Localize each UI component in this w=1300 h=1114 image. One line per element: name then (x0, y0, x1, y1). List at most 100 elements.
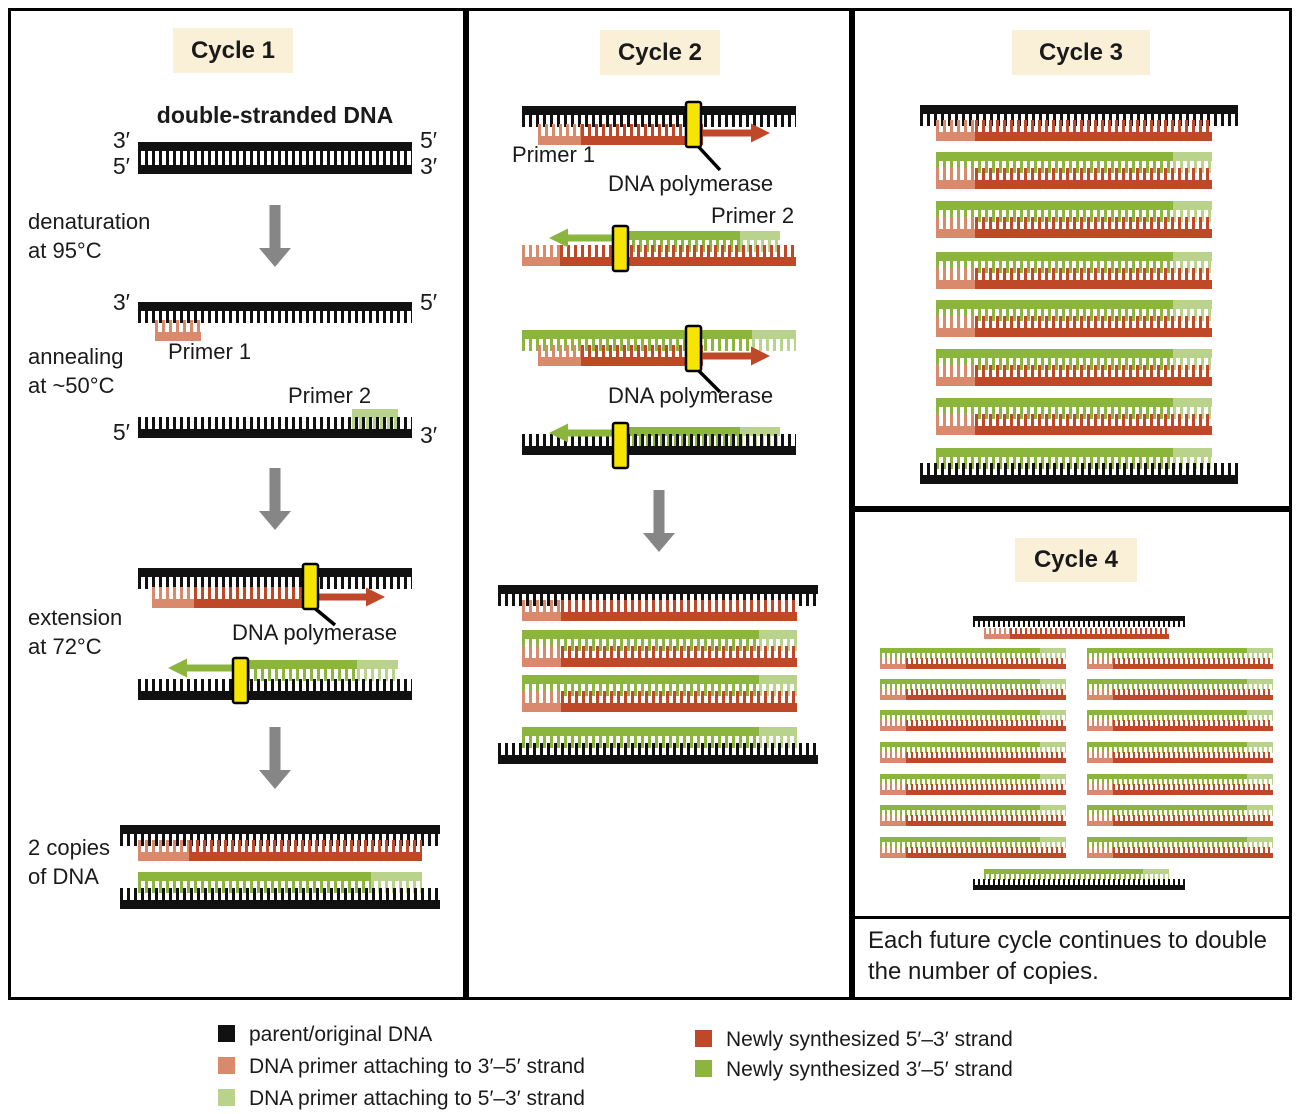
dna-strand (1087, 784, 1273, 795)
dna-strand (1087, 720, 1273, 731)
dna-strand (880, 805, 1066, 816)
dna-strand (522, 434, 796, 455)
denaturation-label-line2: at 95°C (28, 238, 102, 263)
two-copies-label-line2: of DNA (28, 864, 99, 889)
legend-label-new-53: Newly synthesized 5′–3′ strand (726, 1028, 1013, 1051)
legend-item-primer-35: DNA primer attaching to 3′–5′ strand (218, 1055, 585, 1078)
legend-label-parent-dna: parent/original DNA (249, 1023, 433, 1046)
dna-polymerase-label-cycle2-top: DNA polymerase (608, 171, 774, 196)
legend-swatch-parent-dna (218, 1025, 235, 1042)
legend-swatch-primer-35 (218, 1057, 235, 1074)
dna-strand (240, 660, 398, 681)
primer1-label: Primer 1 (168, 339, 252, 364)
cycle3-title: Cycle 3 (1012, 30, 1150, 75)
dna-strand (984, 869, 1169, 880)
dna-strand (1087, 815, 1273, 826)
prime-label-3-top-left: 3′ (112, 127, 130, 153)
dna-strand (538, 124, 703, 145)
dna-strand (155, 320, 201, 341)
extension-label-line1: extension (28, 605, 123, 630)
dna-strand (936, 316, 1212, 337)
dna-strand (880, 784, 1066, 795)
dna-strand (138, 840, 422, 861)
legend-swatch-new-53 (695, 1030, 712, 1047)
two-copies-label-line1: 2 copies (28, 835, 110, 860)
dna-polymerase-label-cycle2-bottom: DNA polymerase (608, 383, 774, 408)
dna-strand (880, 679, 1066, 690)
dna-strand (1087, 689, 1273, 700)
dna-strand (138, 568, 412, 589)
cycle2-panel (466, 8, 852, 1000)
legend-label-primer-53: DNA primer attaching to 5′–3′ strand (249, 1087, 585, 1110)
dna-strand (1087, 679, 1273, 690)
cycle4-title: Cycle 4 (1015, 538, 1137, 582)
dna-strand (973, 616, 1185, 627)
dna-strand (880, 752, 1066, 763)
dna-strand (522, 691, 797, 712)
annealing-label-line2: at ~50°C (28, 373, 115, 398)
dna-strand (880, 648, 1066, 659)
dna-polymerase-label-cycle1: DNA polymerase (232, 620, 398, 645)
dna-strand (138, 679, 412, 700)
dna-strand (1087, 742, 1273, 753)
dna-strand (880, 720, 1066, 731)
dna-strand (138, 417, 412, 438)
dna-strand (936, 414, 1212, 435)
dna-strand (538, 345, 703, 366)
primer1-label-cycle2: Primer 1 (512, 142, 596, 167)
cycle3-panel (852, 8, 1292, 509)
prime-label-5-bottom-left: 5′ (112, 153, 130, 179)
dna-strand (920, 463, 1238, 484)
dna-strand (522, 600, 797, 621)
dna-strand (936, 268, 1212, 289)
caption-line1: Each future cycle continues to double (868, 927, 1267, 954)
legend-item-new-35: Newly synthesized 3′–5′ strand (695, 1058, 1013, 1081)
legend-swatch-new-35 (695, 1060, 712, 1077)
legend-label-new-35: Newly synthesized 3′–5′ strand (726, 1058, 1013, 1081)
dna-strand (880, 847, 1066, 858)
dna-strand (152, 587, 314, 608)
cycle2-title: Cycle 2 (600, 30, 720, 75)
dna-strand (522, 245, 796, 266)
dna-strand (936, 365, 1212, 386)
primer2-label: Primer 2 (288, 383, 372, 408)
prime-label-3-strand2-right: 3′ (420, 422, 438, 448)
prime-label-5-strand2-left: 5′ (112, 419, 130, 445)
dna-strand (1087, 774, 1273, 785)
dna-strand (984, 628, 1169, 639)
dna-strand (498, 743, 818, 764)
caption-line2: the number of copies. (868, 958, 1099, 985)
dna-strand (1087, 710, 1273, 721)
dna-strand (1087, 752, 1273, 763)
dna-strand (1087, 658, 1273, 669)
dna-strand (880, 689, 1066, 700)
dna-strand (522, 646, 797, 667)
dna-strand (138, 302, 412, 323)
dna-strand (936, 168, 1212, 189)
legend-item-new-53: Newly synthesized 5′–3′ strand (695, 1028, 1013, 1051)
dna-strand (973, 879, 1185, 890)
dna-strand (880, 658, 1066, 669)
extension-label-line2: at 72°C (28, 634, 102, 659)
dna-strand (936, 120, 1212, 141)
legend-item-parent-dna: parent/original DNA (218, 1023, 432, 1046)
annealing-label-line1: annealing (28, 344, 124, 369)
dna-strand (880, 815, 1066, 826)
dna-strand (120, 888, 440, 909)
dna-strand (880, 774, 1066, 785)
legend-swatch-primer-53 (218, 1089, 235, 1106)
denaturation-label-line1: denaturation (28, 209, 151, 234)
dna-strand (936, 217, 1212, 238)
prime-label-5-top-right: 5′ (420, 127, 438, 153)
cycle4-panel (852, 509, 1292, 1000)
legend-item-primer-53: DNA primer attaching to 5′–3′ strand (218, 1087, 585, 1110)
dna-strand (1087, 648, 1273, 659)
dna-strand (1087, 847, 1273, 858)
dna-strand (1087, 805, 1273, 816)
dna-strand (880, 837, 1066, 848)
prime-label-3-strand1-left: 3′ (112, 289, 130, 315)
cycle1-panel (8, 8, 466, 1000)
prime-label-5-strand1-right: 5′ (420, 289, 438, 315)
